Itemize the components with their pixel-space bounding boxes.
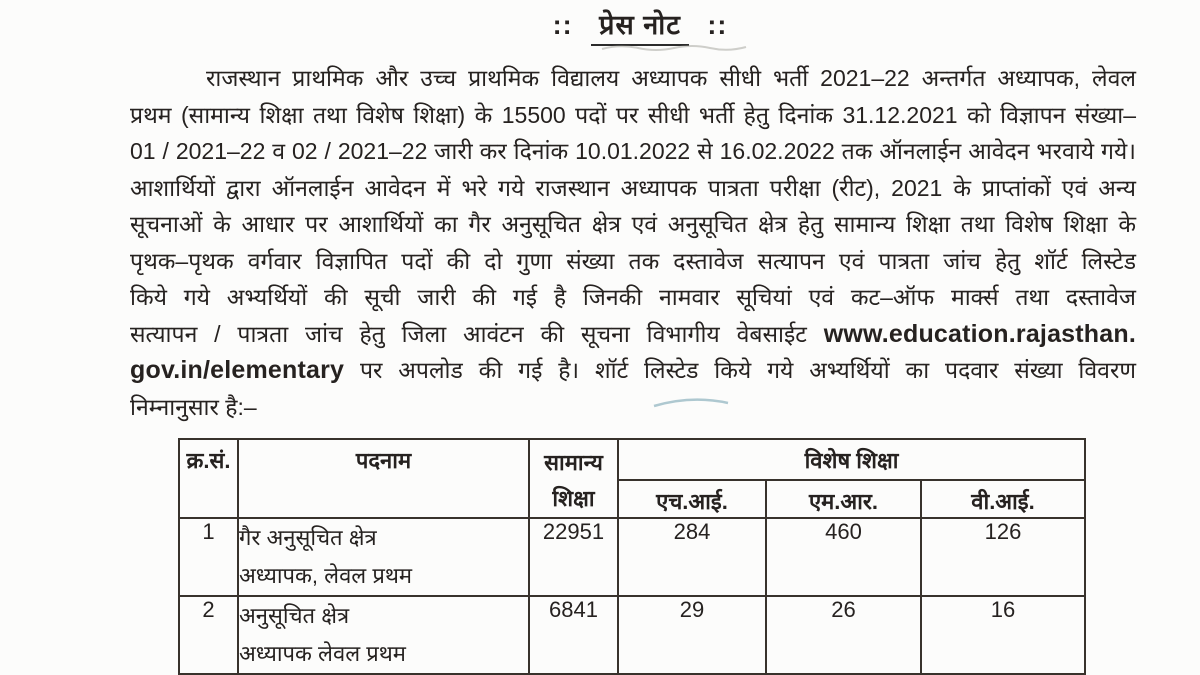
header-general-line2: शिक्षा (552, 486, 595, 511)
row1-post-name: गैर अनुसूचित क्षेत्र अध्यापक, लेवल प्रथम (237, 517, 530, 597)
header-general-line1: सामान्य (544, 450, 603, 475)
header-hi: एच.आई. (617, 479, 767, 519)
row1-hi-count: 284 (617, 517, 767, 597)
page-title: :: प्रेस नोट :: (80, 5, 1200, 46)
paragraph-line: सूचनाओं के आधार पर आशार्थियों का गैर अनु… (130, 211, 1136, 237)
header-post-name: पदनाम (237, 438, 530, 519)
paragraph-line: आशार्थियों द्वारा ऑनलाईन आवेदन में भरे ग… (130, 174, 1136, 201)
title-colon-right: :: (707, 10, 728, 40)
paragraph-line: प्रथम (सामान्य शिक्षा तथा विशेष शिक्षा) … (130, 101, 1136, 128)
table-row: 1 गैर अनुसूचित क्षेत्र अध्यापक, लेवल प्र… (178, 517, 1086, 597)
header-general-education: सामान्य शिक्षा (528, 438, 619, 519)
row1-general-count: 22951 (528, 517, 619, 597)
row1-post-line2: अध्यापक, लेवल प्रथम (239, 563, 413, 588)
table-header-row-2: एच.आई. एम.आर. वी.आई. (179, 479, 1086, 519)
row1-serial: 1 (178, 517, 239, 597)
shortlist-count-table: क्र.सं. पदनाम सामान्य शिक्षा विशेष शिक्ष… (178, 437, 1086, 675)
header-special-education-group: विशेष शिक्षा (617, 437, 1086, 482)
paragraph-line: 01 / 2021–22 व 02 / 2021–22 जारी कर दिना… (130, 138, 1136, 164)
header-mr: एम.आर. (765, 479, 922, 519)
row2-post-line2: अध्यापक लेवल प्रथम (239, 641, 406, 666)
row1-vi-count: 126 (920, 517, 1086, 597)
header-serial-no: क्र.सं. (178, 438, 239, 519)
paragraph-line: राजस्थान प्राथमिक और उच्च प्राथमिक विद्य… (206, 65, 1136, 91)
header-vi: वी.आई. (920, 479, 1086, 519)
paragraph-line: किये गये अभ्यर्थियों की सूची जारी की गई … (130, 284, 1136, 310)
scan-artifact-title-scribble (601, 45, 747, 51)
website-url-part1: www.education.rajasthan. (823, 319, 1136, 348)
paragraph-closing-line: निम्नानुसार है:– (130, 393, 257, 420)
row2-post-name: अनुसूचित क्षेत्र अध्यापक लेवल प्रथम (237, 595, 530, 675)
paragraph-line-with-url: सत्यापन / पात्रता जांच हेतु जिला आवंटन क… (130, 316, 1136, 353)
title-colon-left: :: (552, 10, 573, 40)
table-row: 2 अनुसूचित क्षेत्र अध्यापक लेवल प्रथम 68… (178, 595, 1086, 675)
website-url-part2: gov.in/elementary (130, 356, 345, 384)
row2-mr-count: 26 (765, 595, 922, 675)
paragraph-text: सत्यापन / पात्रता जांच हेतु जिला आवंटन क… (130, 320, 807, 347)
row2-hi-count: 29 (617, 595, 767, 675)
row2-post-line1: अनुसूचित क्षेत्र (239, 603, 350, 628)
body-paragraph: राजस्थान प्राथमिक और उच्च प्राथमिक विद्य… (130, 60, 1136, 425)
table-header-row-1: क्र.सं. पदनाम सामान्य शिक्षा विशेष शिक्ष… (178, 437, 1086, 519)
scan-artifact-pen-mark (653, 398, 729, 408)
paragraph-line: पृथक–पृथक वर्गवार विज्ञापित पदों की दो ग… (130, 247, 1136, 274)
paragraph-text: पर अपलोड की गई है। शॉर्ट लिस्टेड किये गय… (359, 357, 1137, 383)
row2-serial: 2 (178, 595, 239, 675)
row1-post-line1: गैर अनुसूचित क्षेत्र (239, 525, 377, 550)
row2-vi-count: 16 (920, 595, 1086, 675)
title-text: प्रेस नोट (591, 5, 689, 46)
paragraph-line-with-url: gov.in/elementary पर अपलोड की गई है। शॉर… (130, 352, 1136, 389)
row2-general-count: 6841 (528, 595, 619, 675)
row1-mr-count: 460 (765, 517, 922, 597)
